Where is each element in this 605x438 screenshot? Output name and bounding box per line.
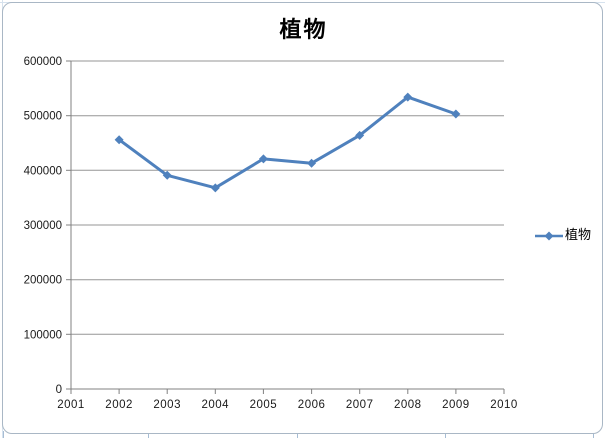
legend-label: 植物 [565, 228, 592, 243]
data-point-marker[interactable] [114, 135, 124, 145]
sheet-column-gridline [445, 431, 446, 438]
x-axis-label: 2002 [105, 399, 133, 411]
data-point-marker[interactable] [162, 170, 172, 180]
y-axis-label: 400000 [24, 165, 62, 177]
sheet-column-gridline [593, 431, 594, 438]
legend-line-marker-icon [535, 231, 563, 240]
legend[interactable]: 植物 [534, 229, 591, 242]
x-axis-label: 2001 [57, 399, 85, 411]
x-axis-label: 2009 [442, 399, 470, 411]
data-line[interactable] [117, 95, 458, 190]
y-axis-label: 200000 [24, 275, 62, 287]
data-point-marker[interactable] [307, 158, 317, 168]
y-axis-label: 300000 [24, 220, 62, 232]
x-axis-label: 2004 [202, 399, 230, 411]
x-axis-label: 2005 [250, 399, 278, 411]
x-axis-label: 2006 [298, 399, 326, 411]
x-axis-label: 2007 [346, 399, 374, 411]
data-point-marker[interactable] [403, 92, 413, 102]
x-axis-label: 2008 [394, 399, 422, 411]
chart-area[interactable]: 植物 0 100000 200000 300000 400000 500000 600000… [2, 2, 603, 434]
data-point-marker[interactable] [258, 154, 268, 164]
y-axis-label: 0 [56, 384, 62, 396]
x-axis-label: 2010 [490, 399, 518, 411]
sheet-column-gridline [297, 431, 298, 438]
sheet-column-gridline [148, 431, 149, 438]
y-axis-label: 600000 [24, 56, 62, 68]
y-axis-label: 100000 [24, 329, 62, 341]
chart-title[interactable]: 植物 [279, 17, 328, 43]
y-axis-label: 500000 [24, 111, 62, 123]
data-point-marker[interactable] [355, 130, 365, 140]
x-axis-label: 2003 [153, 399, 181, 411]
sheet-column-gridline [3, 431, 4, 438]
data-point-marker[interactable] [210, 183, 220, 193]
data-point-marker[interactable] [451, 109, 461, 119]
